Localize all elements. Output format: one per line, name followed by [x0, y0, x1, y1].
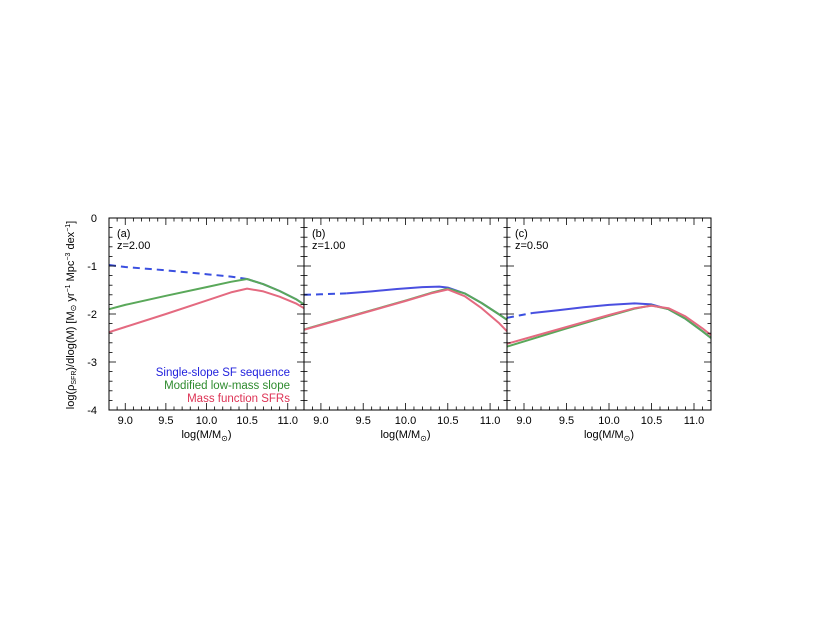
- panel-1-series-4: [108, 287, 305, 334]
- x-axis-label: log(M/M⊙): [181, 429, 231, 443]
- legend-entry: Single-slope SF sequence: [156, 367, 290, 379]
- panel-redshift: z=1.00: [312, 240, 345, 252]
- panel-label: (a): [117, 228, 130, 240]
- x-tick-label: 9.0: [516, 415, 531, 427]
- panel-label: (b): [312, 228, 325, 240]
- y-tick-label: -1: [87, 261, 97, 273]
- panel-1-series-3: [108, 278, 305, 311]
- x-tick-label: 9.0: [118, 415, 133, 427]
- y-tick-label: 0: [91, 213, 97, 225]
- panel-3-series-1: [506, 312, 533, 319]
- x-tick-label: 10.5: [437, 415, 458, 427]
- panel-redshift: z=0.50: [515, 240, 548, 252]
- x-tick-label: 9.5: [356, 415, 371, 427]
- panel-2: 9.0 9.5 10.0 10.5 11.0 log(M/M⊙) (b)z=1.00: [303, 217, 508, 443]
- x-tick-label: 10.5: [236, 415, 257, 427]
- panel-redshift: z=2.00: [117, 240, 150, 252]
- x-axis-label: log(M/M⊙): [584, 429, 634, 443]
- x-tick-label: 9.0: [313, 415, 328, 427]
- y-tick-label: -3: [87, 357, 97, 369]
- panel-label: (c): [515, 228, 528, 240]
- panel-2-series-1: [303, 292, 347, 296]
- panel-2-series-4: [303, 288, 508, 332]
- legend-entry: Mass function SFRs: [187, 393, 290, 405]
- x-tick-label: 9.5: [158, 415, 173, 427]
- x-tick-label: 11.0: [480, 415, 501, 427]
- x-axis-label: log(M/M⊙): [380, 429, 430, 443]
- panel-3: 9.0 9.5 10.0 10.5 11.0 log(M/M⊙) (c)z=0.50: [506, 217, 712, 443]
- panel-3-series-4: [506, 304, 712, 345]
- x-tick-label: 10.5: [641, 415, 662, 427]
- x-tick-label: 11.0: [684, 415, 705, 427]
- x-tick-label: 9.5: [559, 415, 574, 427]
- y-axis-label: log(ρSFR)/dlog(M) [M⊙ yr−1 Mpc−3 dex−1]: [65, 221, 78, 409]
- x-tick-label: 11.0: [277, 415, 298, 427]
- legend-entry: Modified low-mass slope: [164, 380, 290, 392]
- x-tick-label: 10.0: [196, 415, 217, 427]
- y-tick-label: -4: [87, 405, 97, 417]
- y-tick-label: -2: [87, 309, 97, 321]
- panel-1-series-1: [108, 264, 248, 280]
- x-tick-label: 10.0: [598, 415, 619, 427]
- x-tick-label: 10.0: [395, 415, 416, 427]
